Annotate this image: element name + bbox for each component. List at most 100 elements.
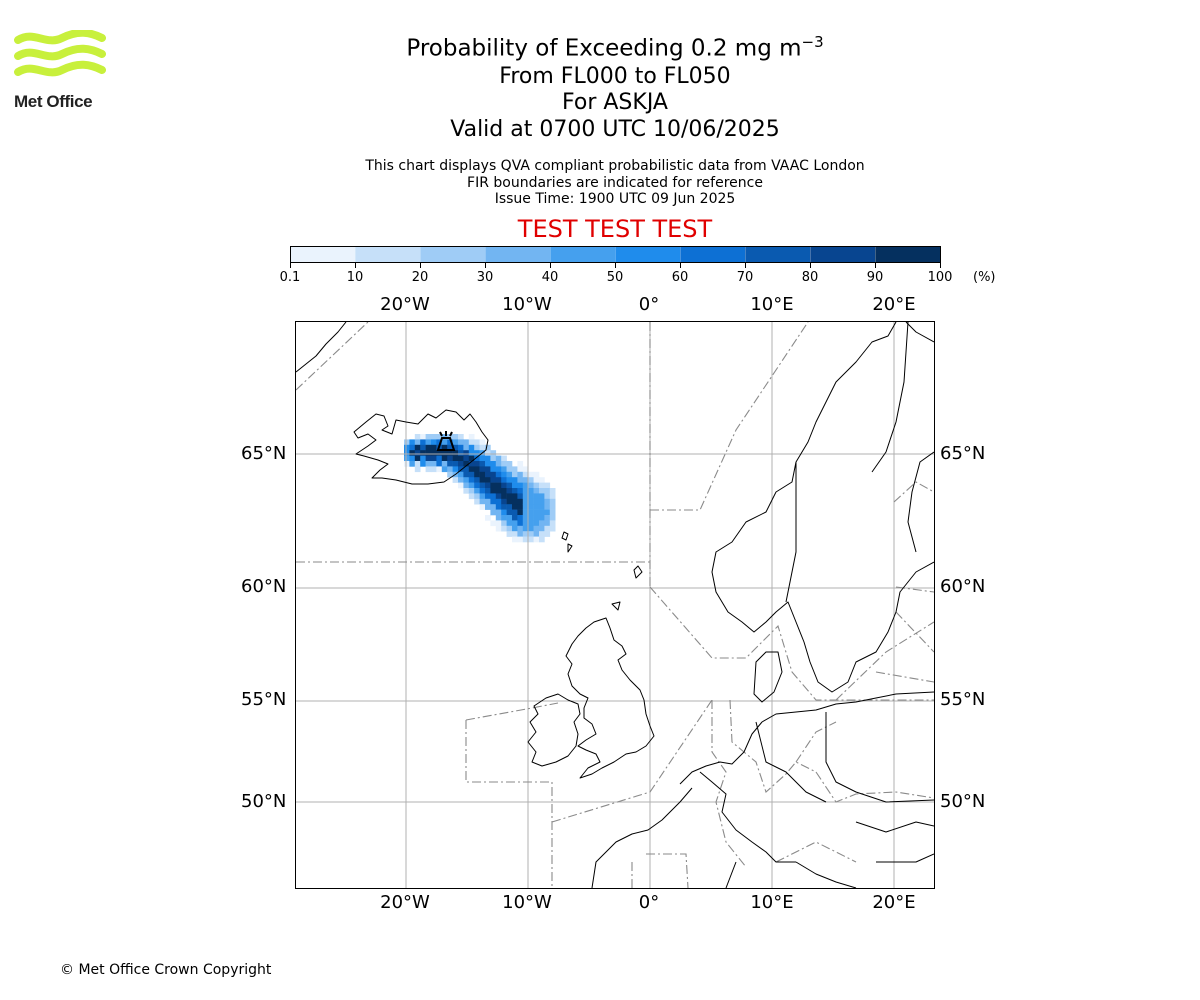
plume-cell	[414, 461, 421, 467]
plume-cell	[522, 525, 529, 532]
logo-text: Met Office	[14, 92, 93, 111]
plume-cell	[485, 504, 491, 510]
plume-cell	[485, 461, 491, 467]
plume-cell	[458, 466, 464, 473]
plume-cell	[539, 515, 545, 521]
plume-cell	[474, 471, 480, 478]
plume-cell	[458, 444, 464, 451]
plume-cell	[522, 531, 529, 537]
plume-cell	[463, 471, 470, 478]
plume-cell	[517, 493, 524, 500]
plume-cell	[479, 504, 486, 510]
plume-cell	[533, 488, 540, 494]
plume-cell	[436, 466, 443, 473]
plume-cell	[512, 482, 518, 489]
plume-cell	[468, 493, 475, 500]
plume-cell	[495, 498, 502, 505]
fir-boundary	[795, 721, 837, 763]
plume-cell	[506, 504, 513, 510]
plume-cell	[512, 525, 518, 532]
plume-cell	[533, 482, 540, 489]
plume-cell	[468, 439, 475, 446]
plume-cell	[544, 520, 551, 527]
plume-cell	[506, 466, 513, 473]
plume-cell	[544, 493, 551, 500]
plume-cell	[528, 477, 534, 483]
plume-cell	[479, 477, 486, 483]
plume-cell	[436, 461, 443, 467]
plume-cell	[539, 504, 545, 510]
plume-cell	[517, 504, 524, 510]
map-panel[interactable]	[295, 321, 935, 889]
continental-coast	[679, 691, 934, 785]
colorbar-segment	[810, 247, 875, 262]
lon-label: 20°E	[872, 892, 916, 913]
colorbar-tick	[290, 263, 291, 268]
plume-cell	[539, 536, 545, 543]
plume-cell	[447, 439, 453, 446]
met-office-waves-icon	[14, 28, 106, 77]
plume-cell	[522, 466, 529, 473]
plume-cell	[458, 455, 464, 462]
colorbar-tick-label: 80	[801, 270, 819, 285]
plume-cell	[404, 444, 410, 451]
plume-cell	[544, 515, 551, 521]
ireland-coast	[527, 693, 581, 767]
plume-cell	[512, 477, 518, 483]
plume-cell	[436, 434, 443, 440]
plume-cell	[474, 439, 480, 446]
plume-cell	[501, 509, 507, 516]
lat-label: 50°N	[940, 791, 986, 812]
plume-cell	[468, 444, 475, 451]
plume-cell	[522, 477, 529, 483]
plume-cell	[517, 498, 524, 505]
colorbar-tick-label: 70	[736, 270, 754, 285]
plume-cell	[490, 520, 497, 527]
plume-cell	[495, 466, 502, 473]
plume-cell	[452, 477, 459, 483]
plume-cell	[474, 455, 480, 462]
plume-cell	[539, 509, 545, 516]
plume-cell	[468, 477, 475, 483]
plume-cell	[404, 450, 410, 456]
plume-cell	[512, 488, 518, 494]
lat-label: 55°N	[940, 689, 986, 710]
plume-cell	[501, 515, 507, 521]
colorbar-tick	[550, 263, 551, 268]
plume-cell	[490, 493, 497, 500]
colorbar-segment	[615, 247, 680, 262]
plume-cell	[506, 461, 513, 467]
colorbar-segment	[420, 247, 485, 262]
plume-cell	[512, 498, 518, 505]
colorbar-tick	[680, 263, 681, 268]
plume-cell	[528, 509, 534, 516]
plume-cell	[468, 488, 475, 494]
colorbar-unit: (%)	[973, 270, 996, 285]
title-main: Probability of Exceeding 0.2 mg m	[406, 35, 802, 62]
plume-cell	[468, 466, 475, 473]
plume-cell	[495, 488, 502, 494]
plume-cell	[517, 482, 524, 489]
plume-cell	[474, 444, 480, 451]
plume-cell	[528, 525, 534, 532]
plume-cell	[549, 493, 556, 500]
plume-cell	[468, 434, 475, 440]
lat-label: 60°N	[940, 576, 986, 597]
plume-cell	[485, 493, 491, 500]
plume-cell	[490, 466, 497, 473]
fir-boundary	[729, 699, 817, 793]
plume-cell	[506, 498, 513, 505]
plume-cell	[539, 498, 545, 505]
plume-cell	[441, 434, 448, 440]
plume-cell	[522, 488, 529, 494]
plume-cell	[458, 434, 464, 440]
lat-label: 60°N	[241, 576, 287, 597]
lon-label: 20°W	[380, 294, 430, 315]
plume-cell	[522, 536, 529, 543]
copyright-text: © Met Office Crown Copyright	[60, 962, 272, 978]
map-canvas	[296, 322, 934, 888]
plume-cell	[517, 531, 524, 537]
plume-cell	[501, 455, 507, 462]
plume-cell	[458, 482, 464, 489]
plume-cell	[512, 515, 518, 521]
